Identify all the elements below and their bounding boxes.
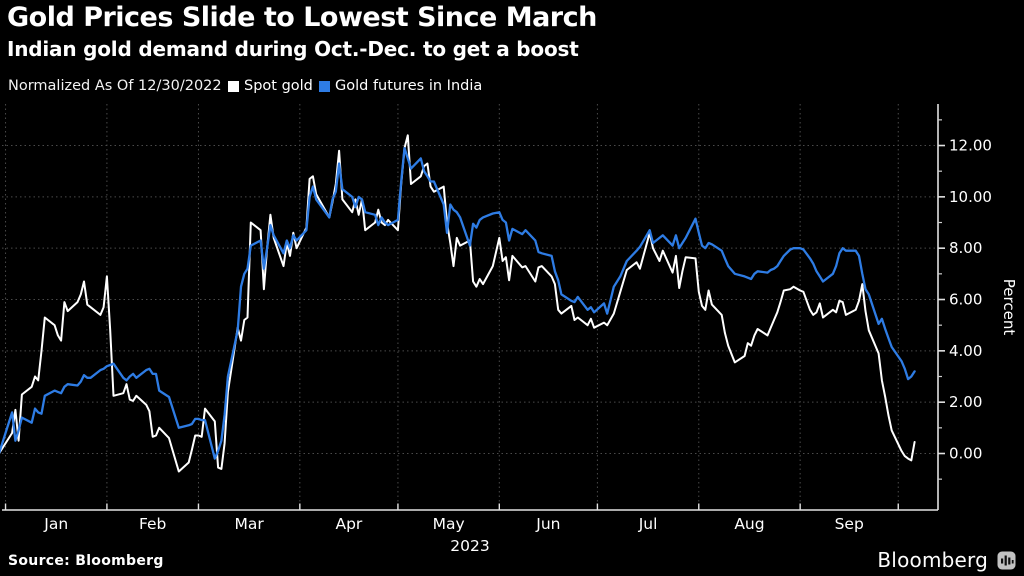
y-tick-label: 6.00 (949, 291, 982, 309)
legend-note: Normalized As Of 12/30/2022 (8, 78, 222, 94)
legend-item-gold-futures: Gold futures in India (319, 78, 482, 94)
legend-label-spot-gold: Spot gold (244, 78, 313, 94)
page-subtitle: Indian gold demand during Oct.-Dec. to g… (7, 37, 579, 61)
x-month-label: May (433, 515, 465, 533)
x-month-label: Mar (235, 515, 265, 533)
x-month-label: Sep (835, 515, 864, 533)
y-tick-label: 2.00 (949, 393, 982, 411)
y-tick-label: 4.00 (949, 342, 982, 360)
source-credit: Source: Bloomberg (8, 553, 164, 569)
y-tick-label: 12.00 (949, 137, 992, 155)
spot-gold-line (0, 134, 916, 473)
y-tick-label: 8.00 (949, 239, 982, 257)
legend-item-spot-gold: Spot gold (228, 78, 313, 94)
x-month-label: Jul (638, 515, 658, 533)
x-month-label: Jan (43, 515, 68, 533)
gold-futures-line (0, 146, 916, 460)
x-month-label: Apr (335, 515, 362, 533)
axes (2, 104, 945, 511)
spot-gold-swatch-icon (228, 80, 239, 92)
axis-labels: 0.00 2.00 4.00 6.00 8.00 10.00 12.00 Jan Feb Mar A… (43, 137, 1018, 555)
legend: Normalized As Of 12/30/2022 Spot gold Go… (0, 77, 1024, 97)
bloomberg-wordmark: Bloomberg (877, 548, 988, 572)
x-month-label: Feb (139, 515, 166, 533)
x-year-label: 2023 (450, 537, 489, 555)
y-axis-title: Percent (1000, 279, 1018, 336)
y-tick-label: 0.00 (949, 445, 982, 463)
bloomberg-bar-chart-icon (997, 551, 1016, 570)
x-month-label: Aug (734, 515, 764, 533)
legend-label-gold-futures: Gold futures in India (335, 78, 483, 94)
gridlines (2, 104, 938, 510)
x-month-label: Jun (535, 515, 560, 533)
y-tick-label: 10.00 (949, 188, 992, 206)
page-title: Gold Prices Slide to Lowest Since March (7, 2, 597, 33)
gold-futures-swatch-icon (319, 80, 330, 92)
